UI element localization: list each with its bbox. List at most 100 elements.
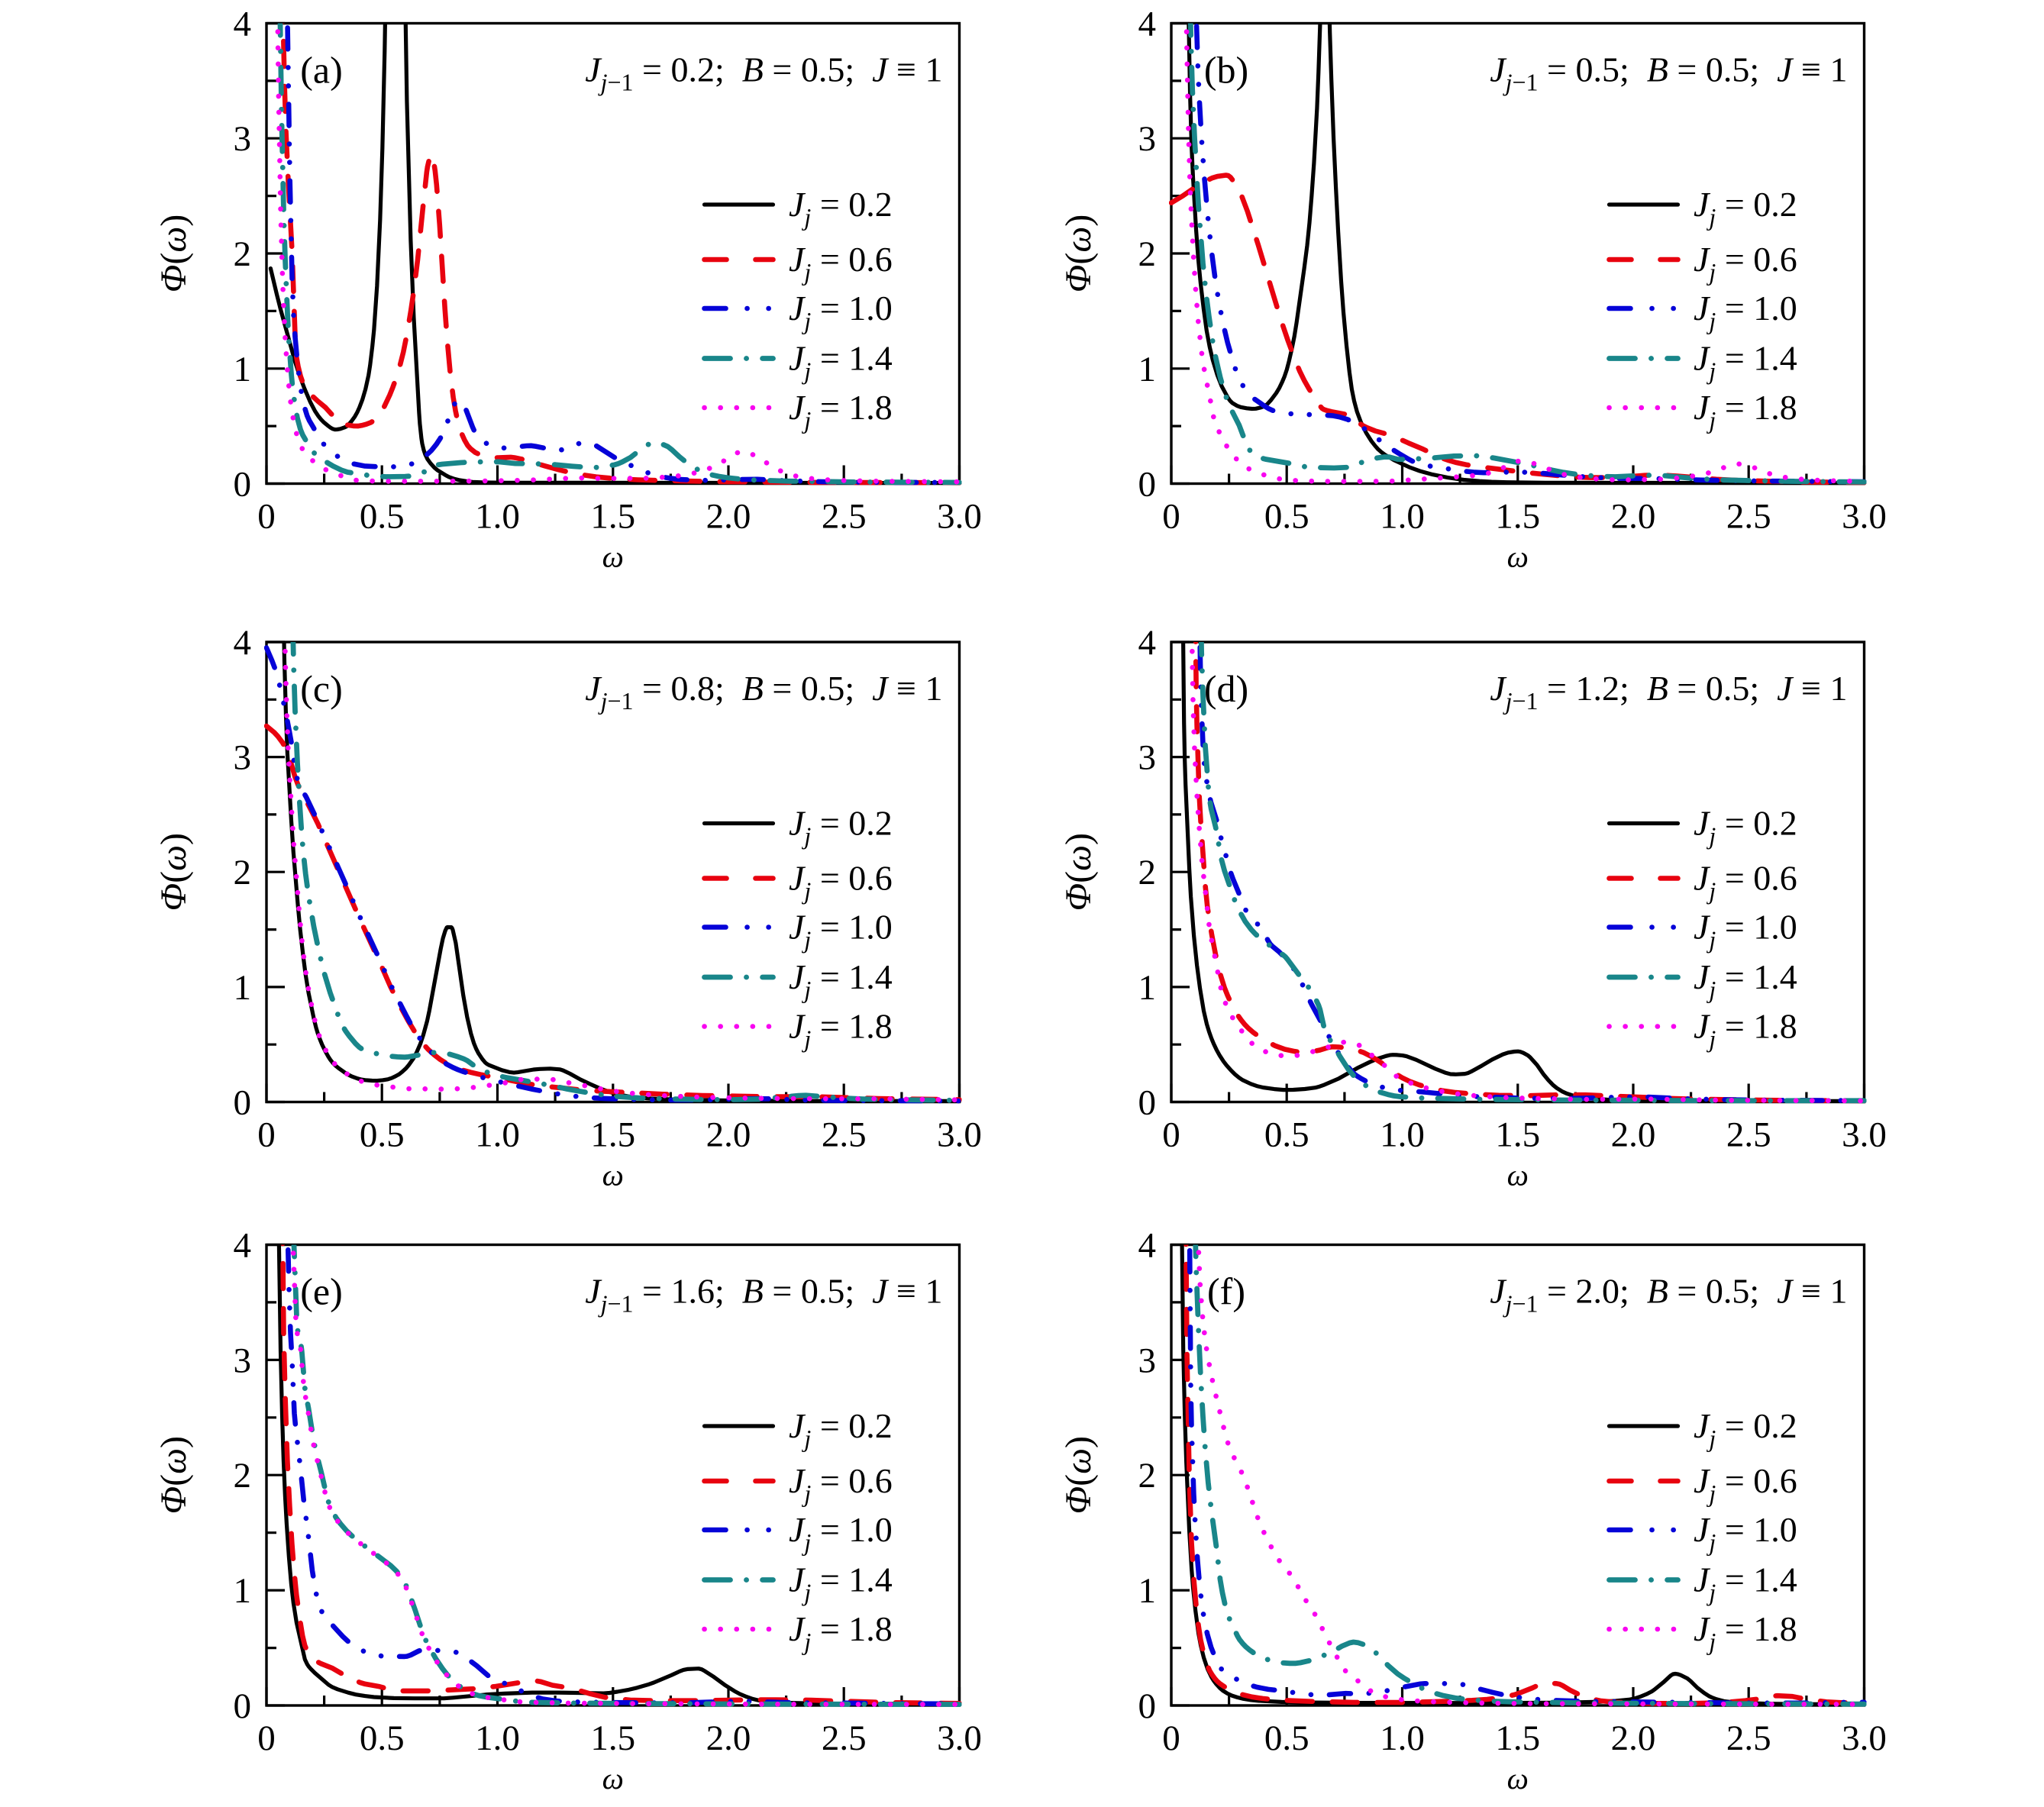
svg-text:0: 0	[234, 465, 252, 505]
svg-text:1.5: 1.5	[590, 497, 635, 537]
svg-text:1.5: 1.5	[590, 1115, 635, 1155]
svg-text:0: 0	[1162, 497, 1180, 537]
svg-text:Jj = 1.4: Jj = 1.4	[789, 957, 893, 1003]
svg-text:4: 4	[1138, 623, 1157, 663]
svg-text:0: 0	[257, 1115, 276, 1155]
svg-text:2.0: 2.0	[706, 1718, 751, 1758]
svg-text:Φ(ω): Φ(ω)	[1058, 215, 1099, 292]
svg-text:2.0: 2.0	[706, 497, 751, 537]
svg-text:ω: ω	[602, 1158, 624, 1192]
svg-text:3: 3	[234, 1341, 252, 1380]
svg-text:Jj = 1.4: Jj = 1.4	[789, 339, 893, 385]
svg-text:2.5: 2.5	[822, 1718, 867, 1758]
svg-text:2.5: 2.5	[1726, 497, 1771, 537]
svg-text:3.0: 3.0	[1842, 497, 1887, 537]
svg-text:1.5: 1.5	[590, 1718, 635, 1758]
svg-text:Φ(ω): Φ(ω)	[1058, 833, 1099, 911]
svg-text:ω: ω	[1507, 1158, 1529, 1192]
svg-text:Jj = 1.8: Jj = 1.8	[789, 1007, 893, 1053]
svg-text:1: 1	[234, 968, 252, 1008]
svg-text:Jj = 0.2: Jj = 0.2	[789, 1406, 893, 1452]
svg-text:Jj = 0.2: Jj = 0.2	[789, 185, 893, 231]
svg-text:2: 2	[1138, 1456, 1157, 1496]
svg-text:Jj = 0.6: Jj = 0.6	[789, 1461, 893, 1507]
svg-text:Jj = 0.2: Jj = 0.2	[1694, 804, 1797, 850]
svg-text:3: 3	[1138, 1341, 1157, 1380]
svg-text:0: 0	[234, 1686, 252, 1726]
svg-text:Jj = 1.8: Jj = 1.8	[789, 388, 893, 434]
svg-text:Jj = 0.2: Jj = 0.2	[1694, 1406, 1797, 1452]
svg-text:Jj = 1.8: Jj = 1.8	[789, 1609, 893, 1655]
svg-text:1.5: 1.5	[1495, 1115, 1540, 1155]
svg-text:Jj = 0.2: Jj = 0.2	[1694, 185, 1797, 231]
svg-text:Jj = 0.2: Jj = 0.2	[789, 804, 893, 850]
svg-text:(c): (c)	[300, 667, 343, 710]
svg-text:1.0: 1.0	[1380, 497, 1425, 537]
svg-text:0: 0	[257, 497, 276, 537]
svg-text:Jj = 0.6: Jj = 0.6	[1694, 240, 1797, 286]
svg-text:2.0: 2.0	[706, 1115, 751, 1155]
svg-text:2.0: 2.0	[1611, 1718, 1656, 1758]
svg-text:4: 4	[234, 5, 252, 44]
svg-text:2.5: 2.5	[822, 1115, 867, 1155]
svg-text:1: 1	[1138, 350, 1157, 389]
svg-text:Φ(ω): Φ(ω)	[1058, 1436, 1099, 1514]
svg-text:0: 0	[1138, 465, 1157, 505]
svg-text:Jj−1 = 2.0; B = 0.5; J ≡ 1: Jj−1 = 2.0; B = 0.5; J ≡ 1	[1490, 1272, 1847, 1318]
svg-text:1: 1	[234, 350, 252, 389]
svg-text:1: 1	[1138, 1571, 1157, 1611]
svg-text:2: 2	[234, 853, 252, 892]
svg-text:2: 2	[1138, 853, 1157, 892]
svg-text:(a): (a)	[300, 49, 343, 92]
svg-text:Jj = 0.6: Jj = 0.6	[1694, 1461, 1797, 1507]
svg-text:2.0: 2.0	[1611, 1115, 1656, 1155]
svg-text:Jj = 0.6: Jj = 0.6	[1694, 859, 1797, 905]
svg-text:(d): (d)	[1204, 667, 1248, 710]
svg-text:ω: ω	[1507, 540, 1529, 574]
svg-text:Jj−1 = 0.5; B = 0.5; J ≡ 1: Jj−1 = 0.5; B = 0.5; J ≡ 1	[1490, 50, 1847, 96]
svg-text:Jj−1 = 1.6; B = 0.5; J ≡ 1: Jj−1 = 1.6; B = 0.5; J ≡ 1	[585, 1272, 942, 1318]
svg-text:0.5: 0.5	[360, 1115, 405, 1155]
svg-text:ω: ω	[602, 1761, 624, 1796]
svg-text:3.0: 3.0	[1842, 1718, 1887, 1758]
svg-text:3.0: 3.0	[937, 1115, 982, 1155]
svg-text:Jj−1 = 0.8; B = 0.5; J ≡ 1: Jj−1 = 0.8; B = 0.5; J ≡ 1	[585, 669, 942, 715]
svg-text:3.0: 3.0	[937, 497, 982, 537]
svg-text:3.0: 3.0	[937, 1718, 982, 1758]
svg-text:Jj = 0.6: Jj = 0.6	[789, 240, 893, 286]
svg-text:(b): (b)	[1204, 49, 1248, 92]
svg-text:Jj = 1.0: Jj = 1.0	[789, 908, 893, 954]
svg-text:(e): (e)	[300, 1270, 343, 1313]
svg-text:1: 1	[1138, 968, 1157, 1008]
svg-text:2.5: 2.5	[1726, 1115, 1771, 1155]
svg-text:Jj = 1.4: Jj = 1.4	[1694, 1560, 1797, 1606]
svg-text:0.5: 0.5	[1264, 1115, 1309, 1155]
svg-text:1.0: 1.0	[475, 497, 520, 537]
svg-text:3.0: 3.0	[1842, 1115, 1887, 1155]
svg-text:0.5: 0.5	[360, 497, 405, 537]
svg-text:0: 0	[234, 1083, 252, 1123]
svg-text:Jj = 1.0: Jj = 1.0	[789, 289, 893, 334]
svg-text:ω: ω	[602, 540, 624, 574]
svg-text:2: 2	[234, 1456, 252, 1496]
svg-text:Jj = 1.4: Jj = 1.4	[1694, 339, 1797, 385]
svg-text:1.0: 1.0	[475, 1718, 520, 1758]
svg-text:Jj = 1.8: Jj = 1.8	[1694, 1007, 1797, 1053]
svg-text:1: 1	[234, 1571, 252, 1611]
svg-text:1.0: 1.0	[1380, 1115, 1425, 1155]
svg-text:4: 4	[1138, 1226, 1157, 1266]
svg-text:Jj = 1.0: Jj = 1.0	[1694, 1510, 1797, 1556]
svg-text:3: 3	[234, 119, 252, 159]
svg-text:Jj = 1.4: Jj = 1.4	[789, 1560, 893, 1606]
svg-text:1.5: 1.5	[1495, 497, 1540, 537]
svg-text:4: 4	[234, 1226, 252, 1266]
svg-text:Jj = 1.8: Jj = 1.8	[1694, 388, 1797, 434]
svg-text:4: 4	[234, 623, 252, 663]
svg-text:Jj = 1.0: Jj = 1.0	[1694, 908, 1797, 954]
svg-text:0.5: 0.5	[1264, 1718, 1309, 1758]
svg-text:0: 0	[1138, 1083, 1157, 1123]
svg-text:1.5: 1.5	[1495, 1718, 1540, 1758]
svg-text:3: 3	[234, 738, 252, 778]
svg-text:Φ(ω): Φ(ω)	[153, 215, 194, 292]
svg-text:4: 4	[1138, 5, 1157, 44]
